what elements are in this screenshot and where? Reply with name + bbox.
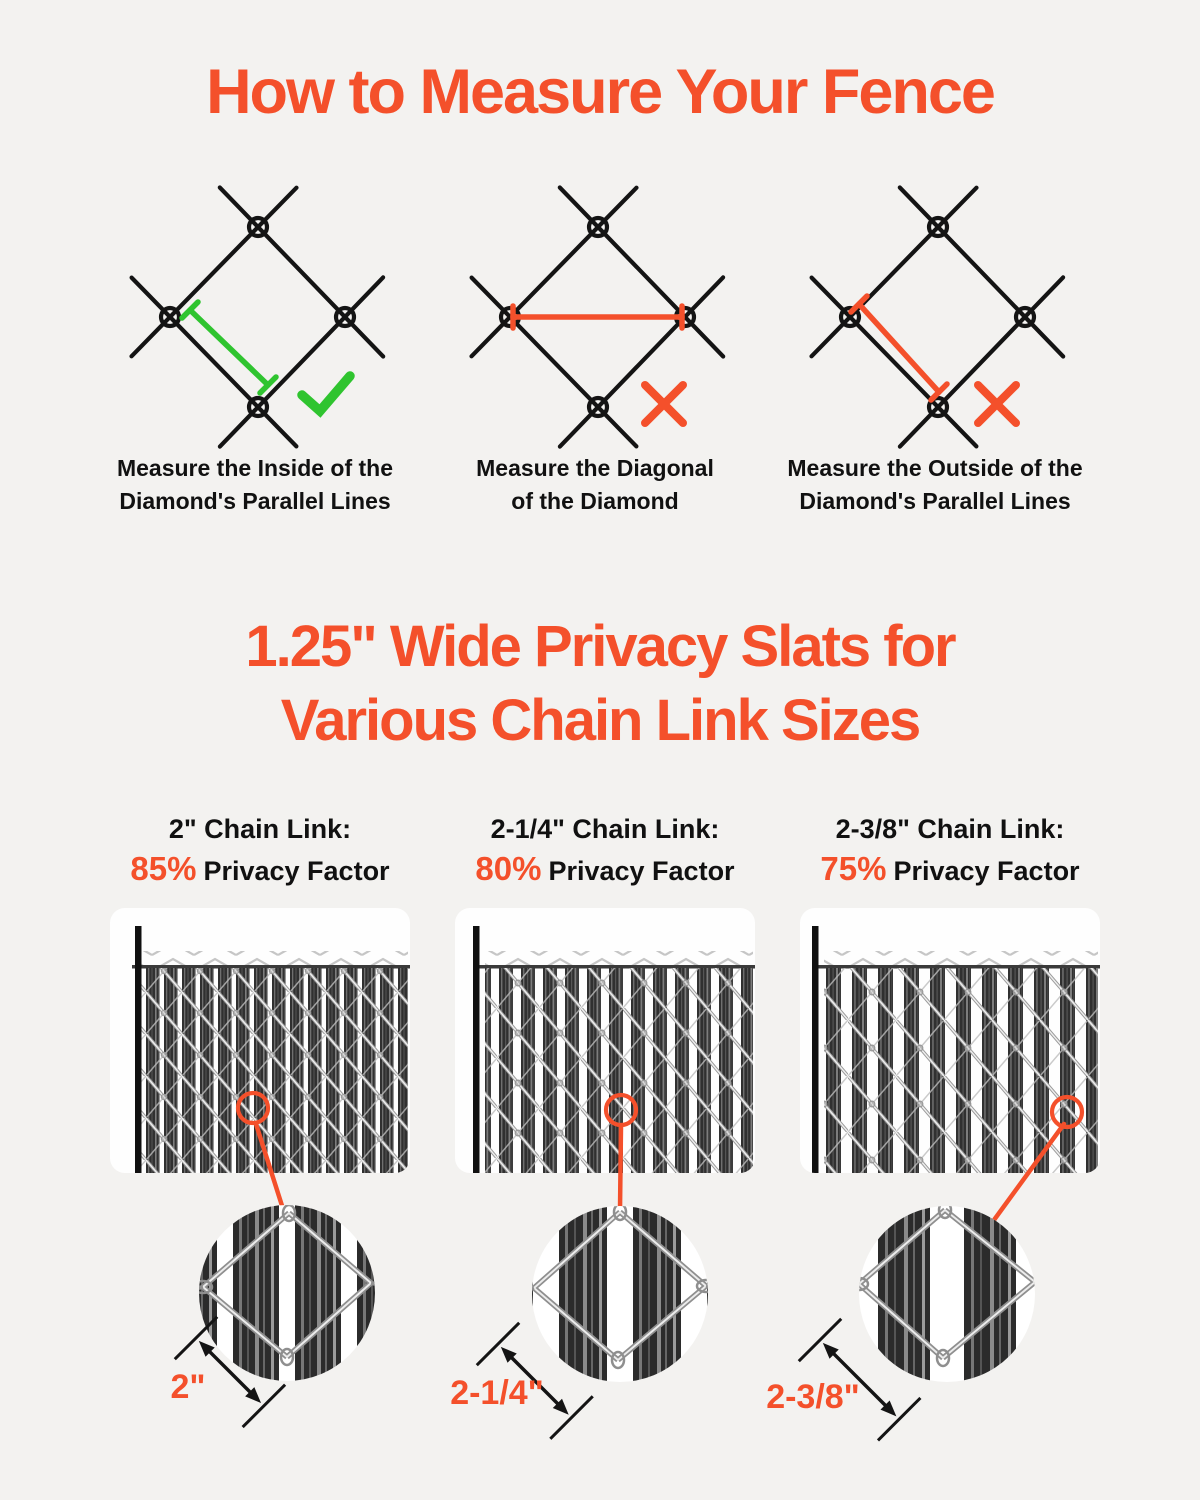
dimension-arrow-2in [173, 1315, 287, 1429]
page-title: How to Measure Your Fence [206, 57, 996, 127]
zoom-circle-2-3-8in [859, 1206, 1035, 1382]
callout-connectors [253, 1121, 1067, 1223]
x-icon [641, 381, 687, 427]
slats-title-line2: Various Chain Link Sizes [280, 688, 922, 753]
diagram-caption-outside: Measure the Outside of the Diamond's Par… [787, 455, 1083, 514]
measurement-label-2-3-8in: 2-3/8" [766, 1378, 860, 1416]
measure-line-outside [848, 293, 950, 403]
chain-link-size-label: 2-3/8" Chain Link: [835, 814, 1065, 844]
callout-ring [1049, 1094, 1085, 1130]
fence-photo-2-3-8in [800, 908, 1100, 1173]
column-header-2in: 2" Chain Link: 85% Privacy Factor [100, 814, 420, 888]
diagram-measure-outside [809, 185, 1066, 449]
privacy-percent: 75% [820, 850, 887, 887]
chain-link-size-label: 2-1/4" Chain Link: [490, 814, 720, 844]
check-icon [297, 371, 355, 418]
column-header-2-3-8in: 2-3/8" Chain Link: 75% Privacy Factor [790, 814, 1110, 888]
dimension-arrow-2-1-4in [475, 1321, 594, 1440]
measurement-label-2-1-4in: 2-1/4" [450, 1374, 544, 1412]
diagram-measure-inside [129, 185, 386, 449]
measure-line-inside [179, 299, 279, 396]
column-header-2-1-4in: 2-1/4" Chain Link: 80% Privacy Factor [445, 814, 765, 888]
privacy-percent: 80% [475, 850, 542, 887]
chain-link-size-label: 2" Chain Link: [168, 814, 352, 844]
measure-line-diagonal [510, 303, 685, 331]
dimension-arrow-2-3-8in [797, 1317, 922, 1442]
diagram-caption-diagonal: Measure the Diagonal of the Diamond [476, 455, 714, 514]
callout-ring [235, 1090, 271, 1126]
zoom-circle-2-1-4in [532, 1206, 708, 1382]
fence-photo-2-1-4in [455, 908, 755, 1173]
zoom-circle-2in [199, 1205, 375, 1381]
diagram-measure-diagonal [469, 185, 726, 449]
privacy-factor-label: Privacy Factor [203, 856, 390, 886]
slats-title-line1: 1.25" Wide Privacy Slats for [245, 614, 956, 679]
fence-photo-2in [110, 908, 410, 1173]
measurement-label-2in: 2" [170, 1368, 206, 1406]
privacy-factor-label: Privacy Factor [548, 856, 735, 886]
x-icon [974, 381, 1020, 427]
diagram-caption-inside: Measure the Inside of the Diamond's Para… [116, 455, 394, 514]
privacy-percent: 85% [130, 850, 197, 887]
privacy-factor-label: Privacy Factor [893, 856, 1080, 886]
